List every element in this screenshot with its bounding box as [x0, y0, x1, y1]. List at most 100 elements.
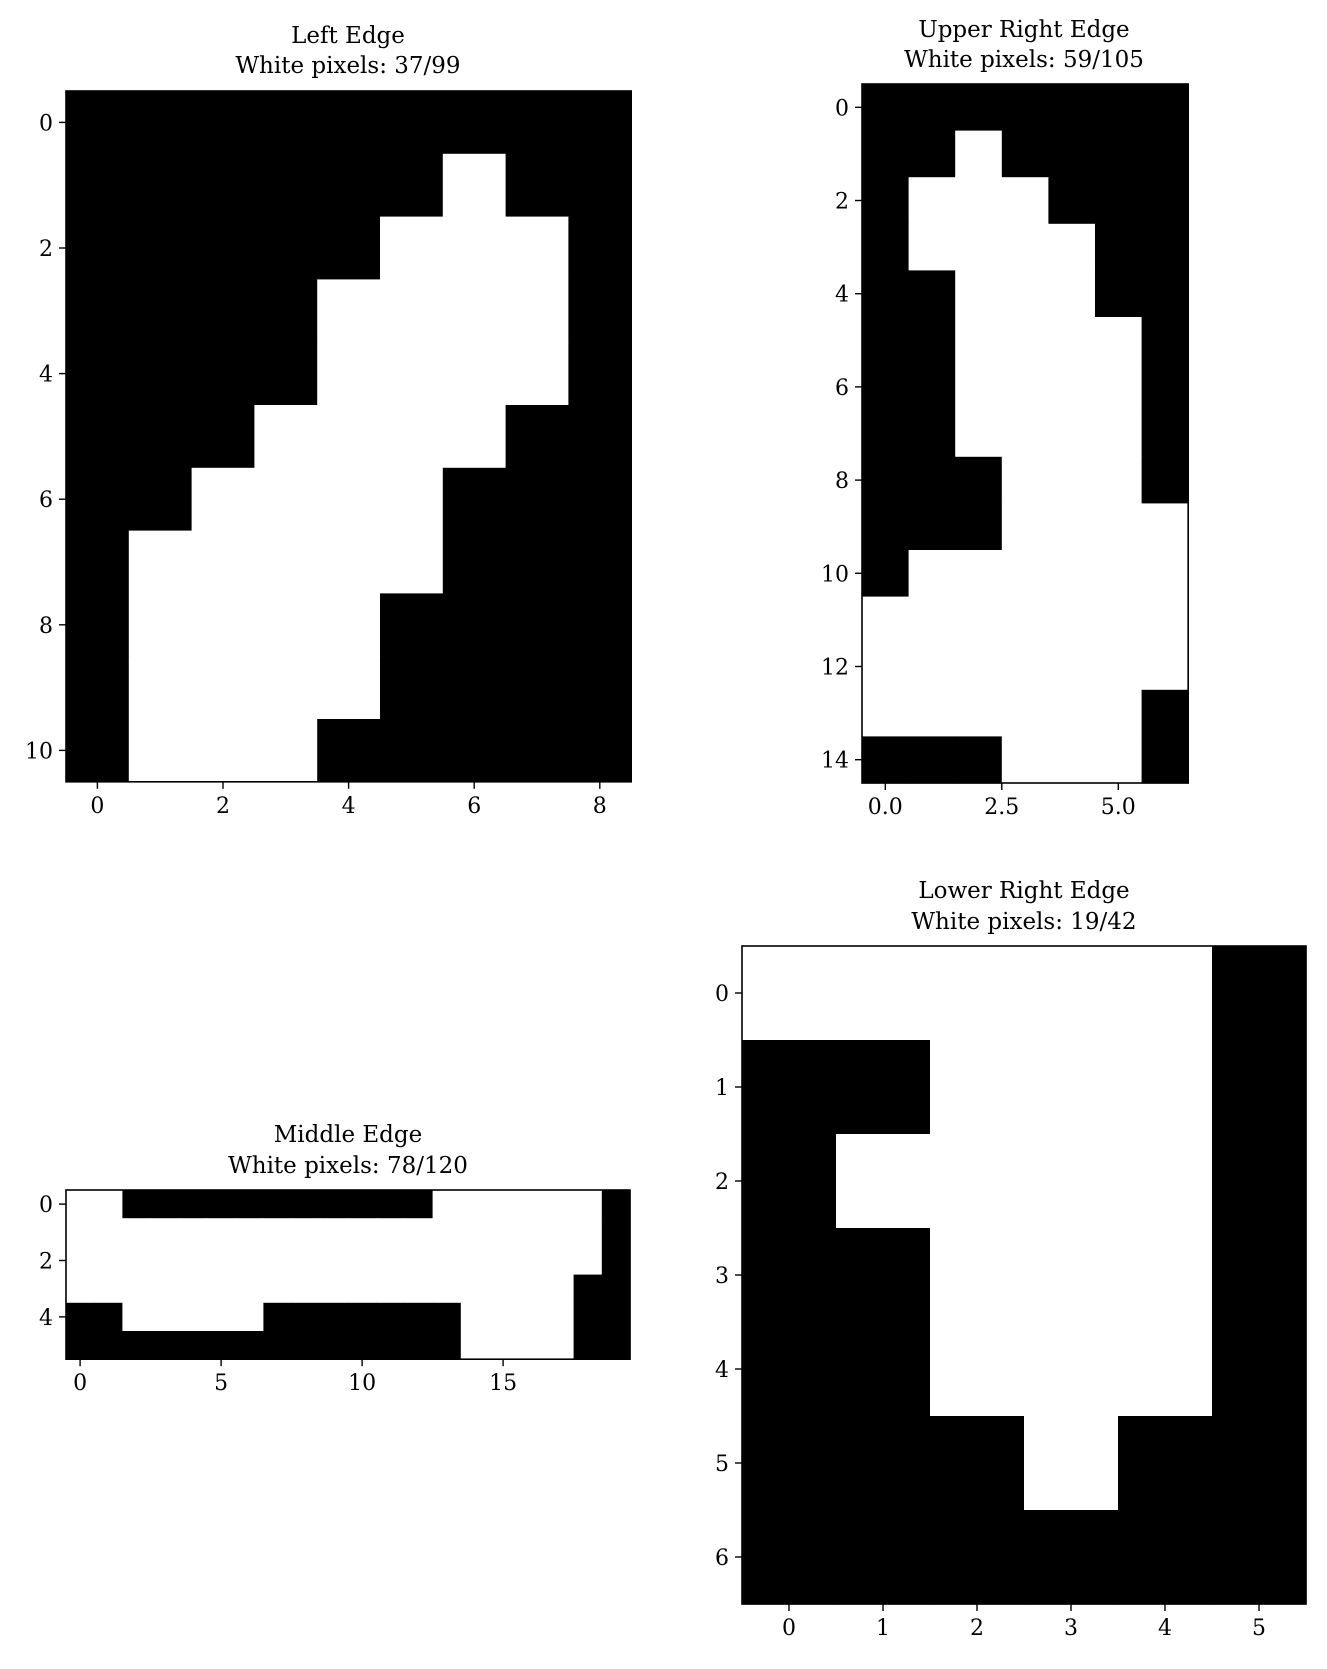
- heatmap-cell: [1118, 1510, 1213, 1605]
- x-tick-label: 0: [782, 1616, 796, 1641]
- heatmap-cell: [1118, 1416, 1213, 1511]
- heatmap-cell: [862, 130, 910, 178]
- heatmap-cell: [742, 1322, 837, 1417]
- x-tick-label: 5: [214, 1371, 228, 1396]
- heatmap-cell: [128, 216, 193, 280]
- heatmap-cell: [908, 689, 956, 737]
- heatmap-cell: [573, 1331, 603, 1360]
- heatmap-cell: [930, 1134, 1025, 1229]
- heatmap-cell: [150, 1331, 180, 1360]
- heatmap-cell: [742, 1134, 837, 1229]
- heatmap-cell: [1095, 130, 1143, 178]
- heatmap-cell: [263, 1274, 293, 1304]
- heatmap-cell: [319, 1302, 349, 1332]
- heatmap-cell: [376, 1302, 405, 1332]
- heatmap-cell: [442, 530, 507, 594]
- heatmap-cell: [207, 1246, 236, 1276]
- heatmap-cell: [1212, 1134, 1307, 1229]
- heatmap-cell: [1024, 1416, 1119, 1511]
- heatmap-cell: [122, 1302, 152, 1332]
- heatmap-cell: [191, 467, 255, 532]
- heatmap-cell: [505, 530, 569, 594]
- heatmap-cell: [317, 530, 381, 594]
- heatmap-cell: [505, 467, 569, 532]
- heatmap-cell: [1141, 596, 1189, 644]
- heatmap-cell: [380, 342, 444, 406]
- heatmap-cell: [1048, 177, 1096, 225]
- heatmap-cell: [517, 1218, 546, 1247]
- heatmap-cell: [489, 1274, 518, 1304]
- heatmap-cell: [191, 216, 255, 280]
- heatmap-cell: [1048, 130, 1096, 178]
- x-tick-label: 15: [489, 1371, 517, 1396]
- heatmap-cell: [1095, 689, 1143, 737]
- heatmap-cell: [742, 1040, 837, 1135]
- heatmap-cell: [376, 1246, 405, 1276]
- heatmap-cell: [1001, 689, 1049, 737]
- heatmap-cell: [404, 1246, 434, 1276]
- heatmap-cell: [319, 1331, 349, 1360]
- heatmap-cell: [1001, 736, 1049, 784]
- heatmap-cell: [94, 1190, 123, 1219]
- heatmap-cell: [66, 279, 130, 343]
- heatmap-cell: [1001, 177, 1049, 225]
- heatmap-cell: [128, 530, 193, 594]
- heatmap-cell: [573, 1246, 603, 1276]
- heatmap-cell: [207, 1302, 236, 1332]
- heatmap-cell: [263, 1331, 293, 1360]
- heatmap-cell: [505, 593, 569, 657]
- y-tick-label: 2: [715, 1170, 729, 1195]
- heatmap-cell: [376, 1331, 405, 1360]
- heatmap-cell: [1048, 596, 1096, 644]
- heatmap-cell: [568, 153, 632, 218]
- heatmap-cell: [178, 1331, 208, 1360]
- heatmap-cell: [1095, 270, 1143, 318]
- heatmap-cell: [1141, 363, 1189, 411]
- heatmap-cell: [955, 223, 1003, 271]
- heatmap-cell: [348, 1246, 377, 1276]
- heatmap-cell: [1024, 1134, 1119, 1229]
- heatmap-cell: [930, 946, 1025, 1041]
- heatmap-cell: [442, 279, 507, 343]
- heatmap-cell: [573, 1218, 603, 1247]
- heatmap-cell: [460, 1190, 490, 1219]
- heatmap-cell: [460, 1274, 490, 1304]
- heatmap-cell: [955, 363, 1003, 411]
- heatmap-cell: [291, 1218, 321, 1247]
- heatmap-cell: [1141, 410, 1189, 458]
- heatmap-cell: [66, 530, 130, 594]
- heatmap-cell: [66, 719, 130, 783]
- panel-lower-right-edge: Lower Right Edge White pixels: 19/42 0 1 2…: [715, 878, 1307, 1641]
- heatmap-cell: [404, 1274, 434, 1304]
- heatmap-cell: [1001, 550, 1049, 598]
- heatmap-cell: [66, 593, 130, 657]
- heatmap-cell: [191, 153, 255, 218]
- heatmap-cell: [442, 153, 507, 218]
- heatmap-cell: [955, 270, 1003, 318]
- heatmap-cell: [150, 1246, 180, 1276]
- heatmap-cell: [1001, 270, 1049, 318]
- heatmap-cell: [263, 1190, 293, 1219]
- heatmap-cell: [191, 593, 255, 657]
- heatmap-cell: [568, 656, 632, 720]
- y-tick-label: 6: [835, 376, 849, 401]
- heatmap-cell: [1141, 550, 1189, 598]
- heatmap-cell: [908, 317, 956, 365]
- y-tick-label: 5: [715, 1452, 729, 1477]
- heatmap-cell: [836, 1040, 931, 1135]
- heatmap-cell: [442, 216, 507, 280]
- heatmap-cell: [291, 1274, 321, 1304]
- heatmap-cell: [489, 1331, 518, 1360]
- heatmap-cell: [545, 1218, 575, 1247]
- heatmap-cell: [66, 216, 130, 280]
- heatmap-cell: [317, 216, 381, 280]
- heatmap-cell: [1001, 130, 1049, 178]
- heatmap-cell: [128, 91, 193, 155]
- heatmap-cell: [908, 223, 956, 271]
- heatmap-cell: [376, 1274, 405, 1304]
- heatmap-cell: [517, 1190, 546, 1219]
- heatmap-cell: [1095, 736, 1143, 784]
- heatmap-cell: [442, 405, 507, 469]
- heatmap-cell: [442, 719, 507, 783]
